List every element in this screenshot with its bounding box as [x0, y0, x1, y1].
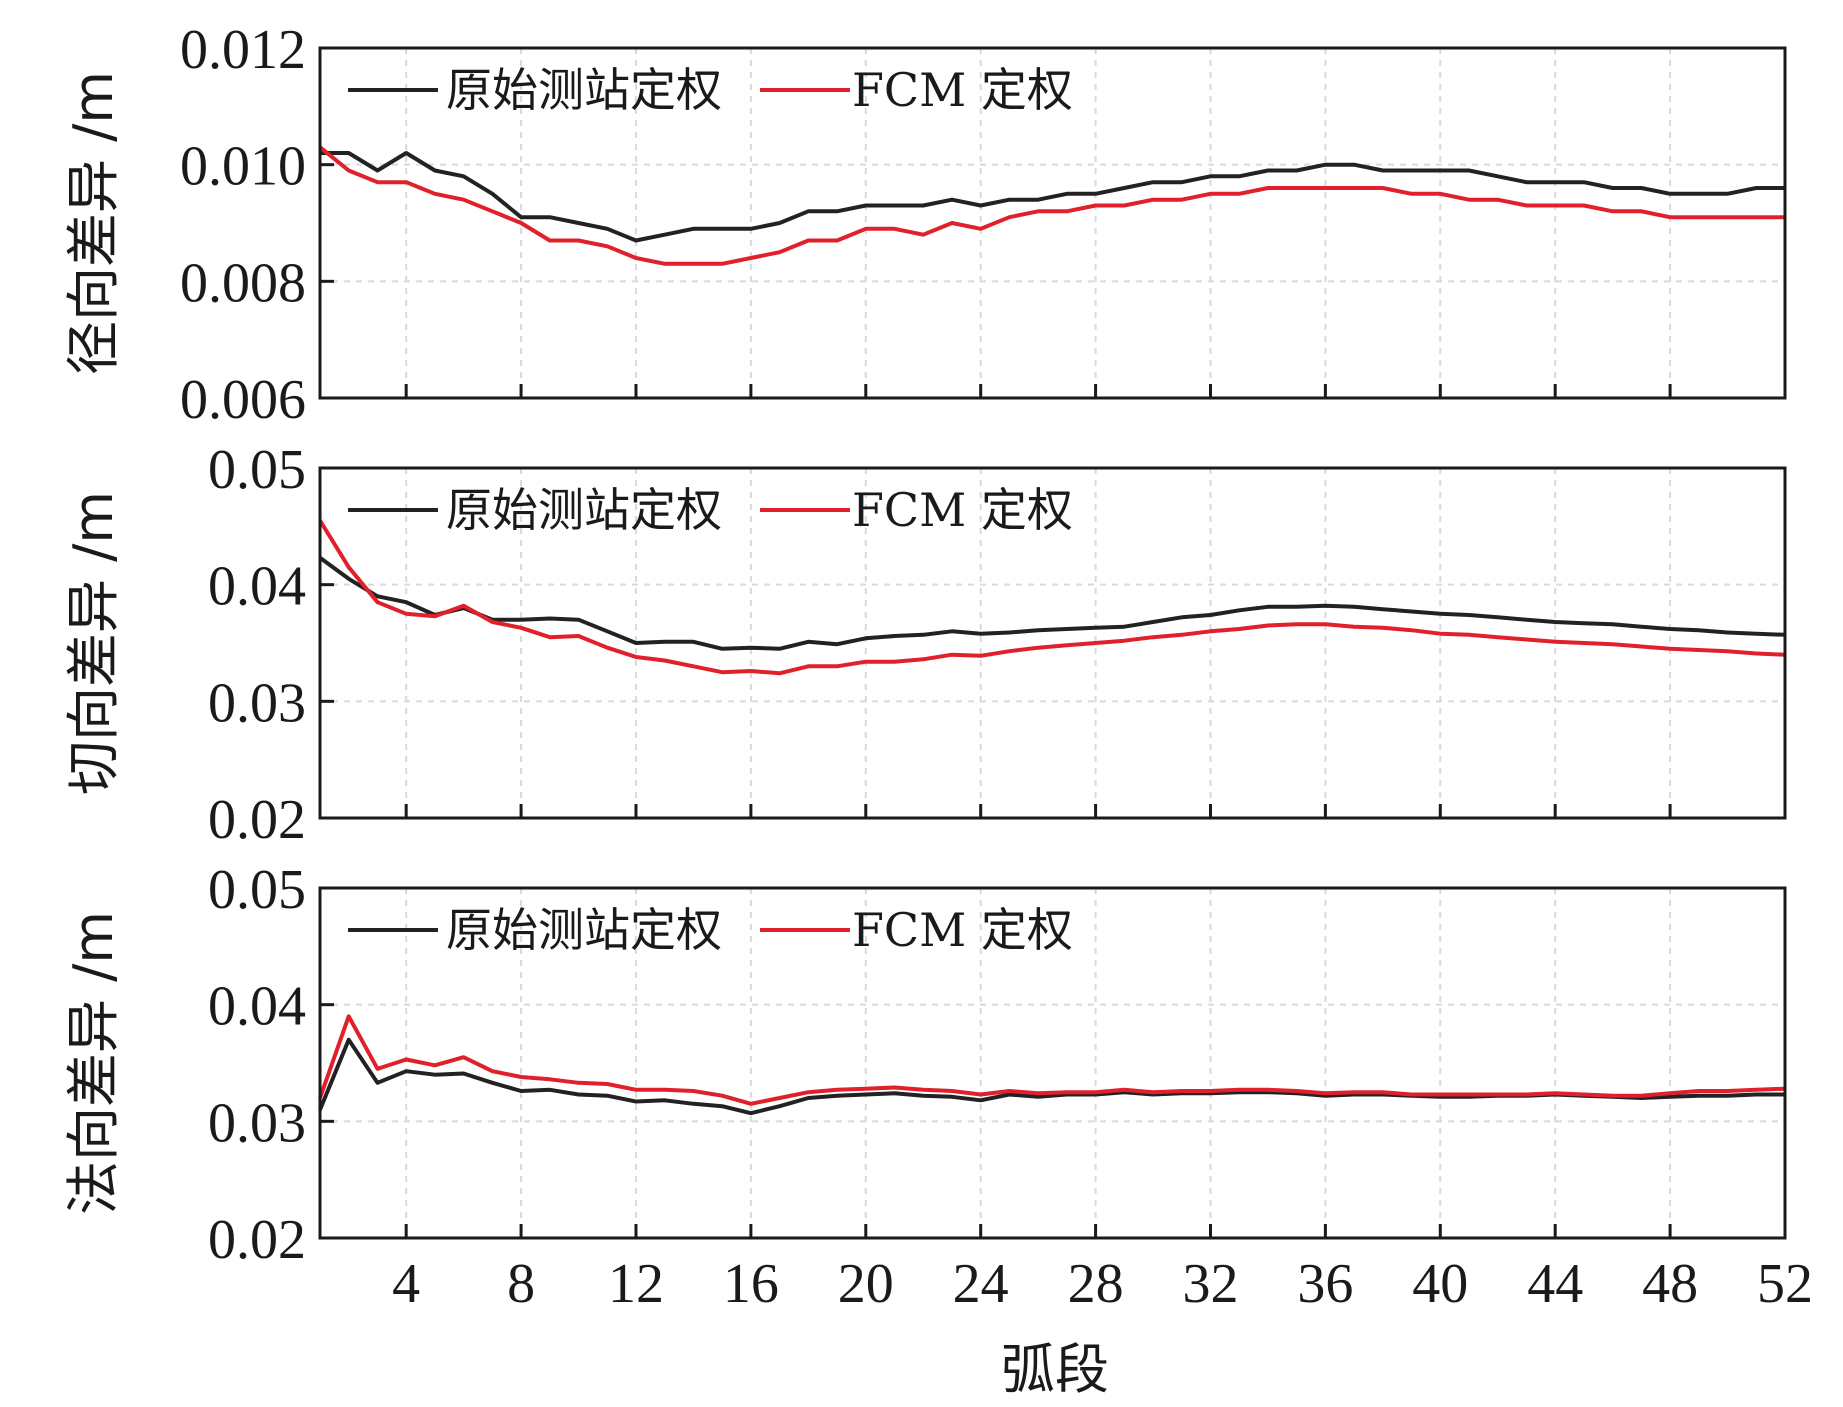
fcm-series-line — [318, 519, 1786, 676]
x-tick-label: 12 — [608, 1253, 664, 1315]
x-tick-label: 8 — [507, 1253, 535, 1315]
y-tick-label: 0.05 — [208, 439, 306, 501]
legend: 原始测站定权 FCM 定权 — [348, 483, 1073, 537]
y-axis-label: 切向差异 /m — [62, 491, 125, 795]
panel-2: 0.02 0.03 0.04 0.05 切向差异 /m 原始测站定权 FCM 定权 — [62, 439, 1787, 851]
legend-label-fcm: FCM 定权 — [852, 483, 1073, 537]
x-tick-label: 48 — [1642, 1253, 1698, 1315]
panel-1: 0.006 0.008 0.010 0.012 径向差异 /m 原始测站定权 FCM 定权 — [62, 19, 1787, 431]
plot-frame — [318, 46, 1787, 400]
legend-label-original: 原始测站定权 — [446, 63, 722, 117]
legend-label-original: 原始测站定权 — [446, 903, 722, 957]
x-tick-label: 32 — [1182, 1253, 1238, 1315]
y-tick-label: 0.012 — [180, 19, 306, 81]
original-series-line — [318, 1037, 1785, 1116]
y-tick-label: 0.008 — [180, 252, 306, 314]
plot-frame — [318, 466, 1787, 820]
legend-label-fcm: FCM 定权 — [852, 903, 1073, 957]
y-tick-label: 0.02 — [208, 789, 306, 851]
x-tick-label: 36 — [1297, 1253, 1353, 1315]
x-tick-label: 16 — [723, 1253, 779, 1315]
fcm-series-line — [318, 145, 1785, 266]
original-series-line — [320, 151, 1785, 243]
y-tick-label: 0.006 — [180, 369, 306, 431]
y-tick-label: 0.05 — [208, 859, 306, 921]
panel-3: 4 8 12 16 20 24 28 32 36 40 44 48 520.020.030.040.05… — [62, 859, 1813, 1315]
x-tick-label: 44 — [1527, 1253, 1583, 1315]
y-tick-label: 0.02 — [208, 1209, 306, 1271]
original-series-line — [318, 556, 1786, 651]
fcm-series-line — [318, 1014, 1786, 1106]
x-tick-label: 52 — [1757, 1253, 1813, 1315]
y-tick-label: 0.010 — [180, 136, 306, 198]
y-axis-label: 径向差异 /m — [62, 71, 125, 375]
legend-label-original: 原始测站定权 — [446, 483, 722, 537]
y-tick-label: 0.03 — [208, 672, 306, 734]
legend-label-fcm: FCM 定权 — [852, 63, 1073, 117]
y-axis-label: 法向差异 /m — [62, 911, 125, 1215]
y-tick-label: 0.03 — [208, 1092, 306, 1154]
x-tick-label: 4 — [392, 1253, 420, 1315]
x-axis-label: 弧段 — [1001, 1338, 1109, 1401]
x-tick-label: 40 — [1412, 1253, 1468, 1315]
x-tick-label: 28 — [1068, 1253, 1124, 1315]
x-tick-label: 24 — [953, 1253, 1009, 1315]
legend: 原始测站定权 FCM 定权 — [348, 63, 1073, 117]
x-tick-label: 20 — [838, 1253, 894, 1315]
y-tick-label: 0.04 — [208, 556, 306, 618]
y-tick-label: 0.04 — [208, 976, 306, 1038]
plot-frame — [318, 886, 1787, 1240]
legend: 原始测站定权 FCM 定权 — [348, 903, 1073, 957]
